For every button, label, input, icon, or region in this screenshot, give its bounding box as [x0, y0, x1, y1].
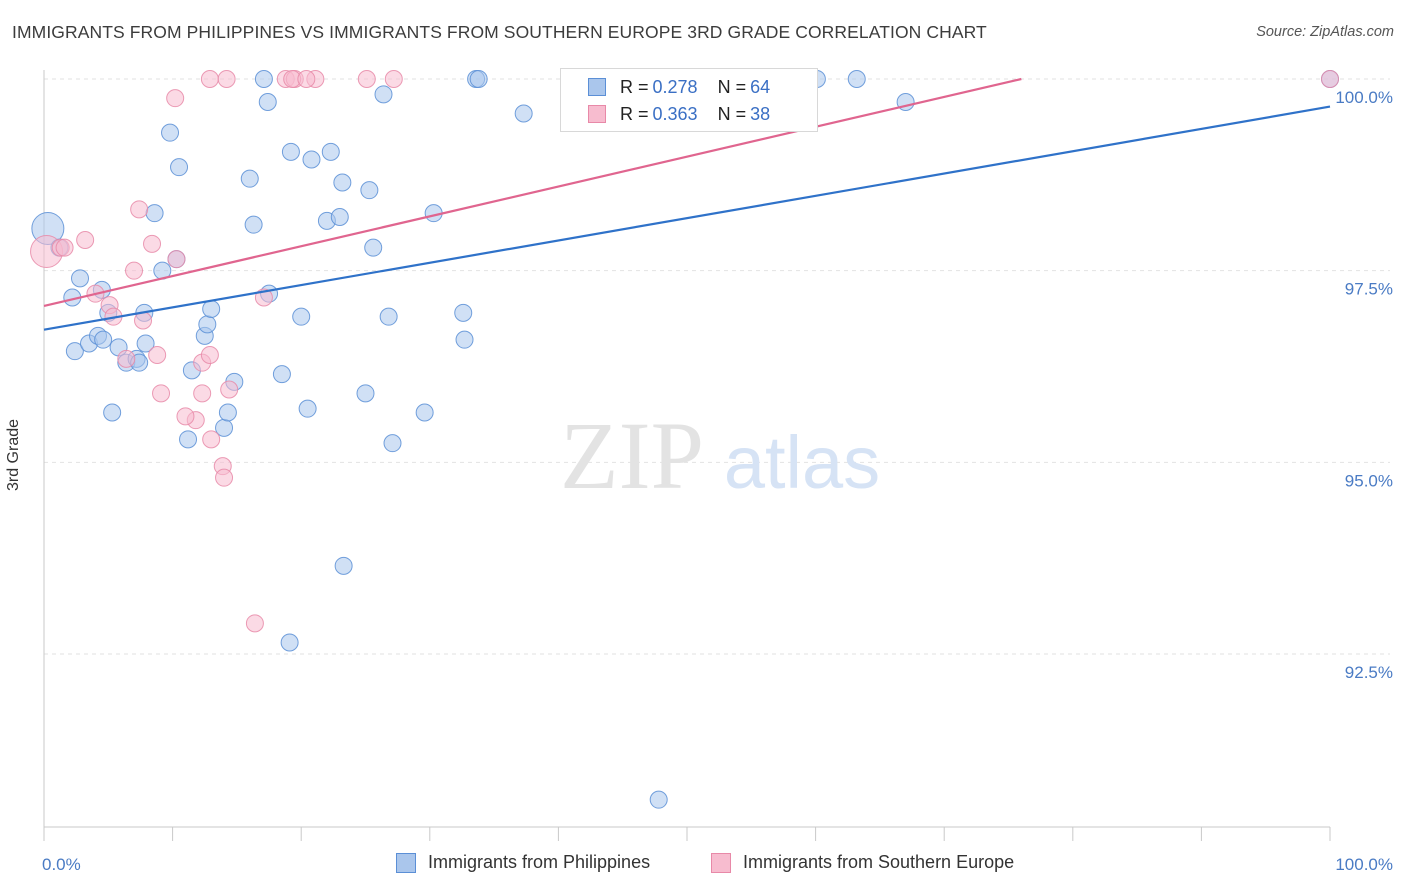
data-point	[125, 261, 144, 280]
data-point	[455, 330, 474, 349]
data-point	[148, 346, 167, 364]
chart-title: IMMIGRANTS FROM PHILIPPINES VS IMMIGRANT…	[12, 22, 987, 42]
trend-line	[43, 77, 1022, 308]
data-point	[176, 407, 195, 426]
data-point	[360, 181, 379, 200]
data-point	[136, 334, 155, 353]
data-point	[179, 430, 198, 449]
watermark-atlas: atlas	[724, 421, 880, 504]
series-legend: Immigrants from Philippines Immigrants f…	[0, 852, 1406, 878]
data-point	[649, 790, 668, 809]
data-point	[292, 307, 311, 326]
legend-n-value: 38	[750, 103, 771, 124]
data-point	[383, 434, 402, 453]
source-label: Source: ZipAtlas.com	[1256, 24, 1394, 40]
x-tick-label: 100.0%	[1335, 855, 1393, 874]
data-point	[272, 365, 291, 384]
trend-lines	[43, 77, 1331, 331]
legend-item-southern-europe[interactable]: Immigrants from Southern Europe	[711, 852, 1014, 873]
data-point	[167, 250, 186, 269]
legend-r-value: 0.363	[652, 103, 698, 124]
data-point	[202, 430, 221, 449]
legend-n-value: 64	[750, 76, 771, 97]
data-point	[330, 208, 349, 226]
data-point	[379, 307, 398, 326]
data-point	[302, 150, 321, 169]
legend-r-value: 0.278	[652, 76, 698, 97]
data-point	[298, 399, 317, 418]
data-point	[218, 403, 237, 422]
data-point	[415, 403, 434, 422]
data-point	[254, 70, 273, 88]
data-point	[334, 556, 353, 575]
data-point	[281, 142, 300, 161]
data-point	[356, 384, 375, 403]
data-point	[76, 231, 95, 249]
data-point	[145, 204, 164, 223]
data-point	[55, 238, 74, 257]
legend-r-label: R =	[620, 103, 649, 124]
tick-labels: 100.0% 97.5% 95.0% 92.5% 0.0% 100.0%	[42, 88, 1393, 874]
legend-label-southern-europe: Immigrants from Southern Europe	[743, 852, 1015, 872]
legend-r-label: R =	[620, 76, 649, 97]
data-point	[161, 123, 180, 142]
data-point	[280, 633, 299, 652]
data-point	[103, 403, 122, 422]
legend-row-philippines: R = 0.278 N = 64	[561, 74, 770, 100]
y-tick-label: 92.5%	[1345, 663, 1393, 682]
y-tick-label: 100.0%	[1335, 88, 1393, 107]
data-point	[143, 234, 162, 253]
data-point	[454, 303, 473, 322]
data-point	[258, 93, 277, 111]
data-point	[94, 330, 113, 349]
legend-item-philippines[interactable]: Immigrants from Philippines	[396, 852, 650, 873]
trend-line	[43, 105, 1331, 331]
data-point	[847, 70, 866, 88]
data-point	[217, 70, 236, 88]
data-point	[245, 614, 264, 633]
watermark-zip: ZIP	[560, 402, 704, 509]
data-point	[514, 104, 533, 123]
legend-label-philippines: Immigrants from Philippines	[428, 852, 651, 872]
data-point	[166, 89, 185, 108]
data-point	[469, 70, 488, 88]
data-point	[297, 70, 316, 88]
data-point	[200, 70, 219, 88]
data-point	[130, 200, 149, 219]
y-tick-label: 95.0%	[1345, 471, 1393, 490]
legend-swatch-pink	[711, 852, 731, 873]
data-point	[193, 384, 212, 403]
data-point	[117, 349, 136, 368]
data-point	[220, 380, 239, 399]
x-tick-label: 0.0%	[42, 855, 81, 874]
data-point	[244, 215, 263, 234]
data-point	[215, 468, 234, 487]
legend-swatch-pink	[588, 105, 606, 123]
data-point	[71, 269, 90, 288]
legend-swatch-blue	[588, 78, 606, 96]
data-point	[384, 70, 403, 88]
data-point	[200, 346, 219, 364]
data-point	[333, 173, 352, 192]
legend-row-southern-europe: R = 0.363 N = 38	[561, 101, 770, 127]
data-point	[152, 384, 171, 403]
data-point	[198, 315, 217, 334]
axes	[43, 70, 1331, 841]
data-point	[374, 85, 393, 104]
data-point	[364, 238, 383, 257]
stats-legend: R = 0.278 N = 64 R = 0.363 N = 38	[560, 68, 818, 132]
legend-swatch-blue	[396, 852, 416, 873]
legend-n-label: N =	[717, 103, 747, 124]
data-point	[357, 70, 376, 88]
legend-n-label: N =	[717, 76, 747, 97]
data-point	[65, 342, 84, 361]
data-point	[170, 158, 189, 177]
grid-lines	[44, 78, 1390, 655]
data-point	[1321, 70, 1339, 88]
y-tick-label: 97.5%	[1345, 280, 1393, 299]
data-point	[202, 300, 221, 318]
data-point	[321, 142, 340, 161]
data-point	[240, 169, 259, 188]
